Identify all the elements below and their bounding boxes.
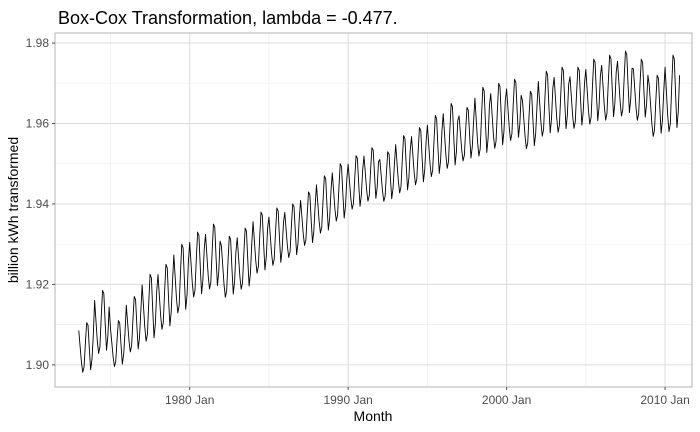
series-line — [78, 50, 681, 373]
plot-panel — [54, 32, 693, 388]
x-axis: 1980 Jan 1990 Jan 2000 Jan 2010 Jan — [165, 387, 690, 407]
x-axis-title: Month — [354, 408, 393, 424]
y-axis: 1.90 1.92 1.94 1.96 1.98 — [26, 36, 55, 372]
x-tick-label: 1980 Jan — [165, 393, 214, 407]
y-axis-title: billion kWh transformed — [5, 137, 21, 283]
chart-title: Box-Cox Transformation, lambda = -0.477. — [58, 8, 398, 28]
y-tick-label: 1.90 — [26, 358, 50, 372]
y-tick-label: 1.92 — [26, 277, 50, 291]
x-tick-label: 2010 Jan — [640, 393, 689, 407]
x-tick-label: 2000 Jan — [482, 393, 531, 407]
y-tick-label: 1.96 — [26, 117, 50, 131]
major-gridlines — [55, 33, 692, 387]
x-tick-label: 1990 Jan — [323, 393, 372, 407]
y-tick-label: 1.94 — [26, 197, 50, 211]
y-tick-label: 1.98 — [26, 36, 50, 50]
